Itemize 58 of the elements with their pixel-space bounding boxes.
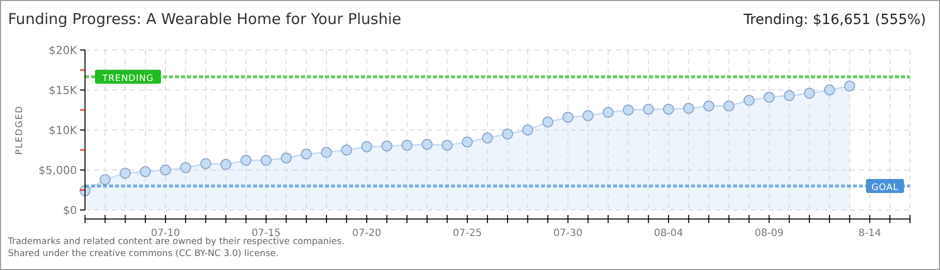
ref-line-label: TRENDING [101, 74, 154, 84]
point [622, 104, 634, 116]
x-tick-label: 07-20 [352, 228, 382, 239]
point [300, 148, 312, 160]
point [723, 100, 734, 112]
chart-subtitle: Trending: $16,651 (555%) [742, 12, 926, 28]
ref-line-label: GOAL [871, 183, 899, 193]
point [642, 104, 654, 115]
x-tick-label: 07-15 [252, 228, 281, 239]
y-tick-label: $0 [63, 204, 77, 217]
point [764, 92, 775, 103]
point [260, 154, 272, 166]
point [784, 90, 795, 102]
point [422, 138, 433, 150]
point [482, 132, 493, 144]
y-tick-label: $5,000 [38, 164, 77, 177]
point [582, 110, 594, 122]
point [522, 124, 534, 136]
point [240, 154, 252, 166]
point [663, 104, 674, 115]
point [844, 80, 856, 92]
point [462, 136, 473, 148]
point [502, 128, 514, 140]
point [703, 100, 714, 112]
point [744, 94, 755, 106]
point [804, 88, 815, 99]
point [200, 158, 212, 170]
point [320, 146, 332, 158]
text: Trademarks and related content are owned by their respective companies. [7, 237, 344, 247]
text: Shared under the creative commons (CC BY-NC 3.0) license. [8, 249, 279, 259]
point [562, 112, 574, 123]
x-tick-label: 8-14 [858, 228, 882, 239]
y-tick-label: $10K [48, 124, 78, 137]
point [442, 140, 453, 151]
point [120, 168, 131, 179]
x-tick-label: 08-04 [654, 228, 684, 239]
point [160, 164, 171, 176]
point [542, 116, 554, 128]
point [280, 152, 292, 164]
point [824, 84, 836, 96]
point [220, 158, 232, 170]
point [180, 162, 192, 174]
x-tick-label: 07-30 [553, 228, 582, 239]
point [381, 140, 392, 152]
point [361, 141, 372, 152]
y-axis-title: PLEDGED [15, 105, 25, 155]
point [602, 106, 614, 118]
point [140, 166, 151, 178]
x-tick-label: 08-09 [754, 228, 784, 239]
x-tick-label: 07-25 [452, 228, 482, 239]
point [401, 140, 412, 151]
point [100, 174, 111, 186]
y-tick-label: $15K [48, 84, 78, 97]
point [683, 102, 694, 114]
point [341, 144, 352, 156]
y-tick-label: $20K [48, 44, 78, 57]
chart-title: Funding Progress: A Wearable Home for Your Plushie [8, 10, 402, 28]
x-tick-label: 07-10 [150, 228, 180, 239]
